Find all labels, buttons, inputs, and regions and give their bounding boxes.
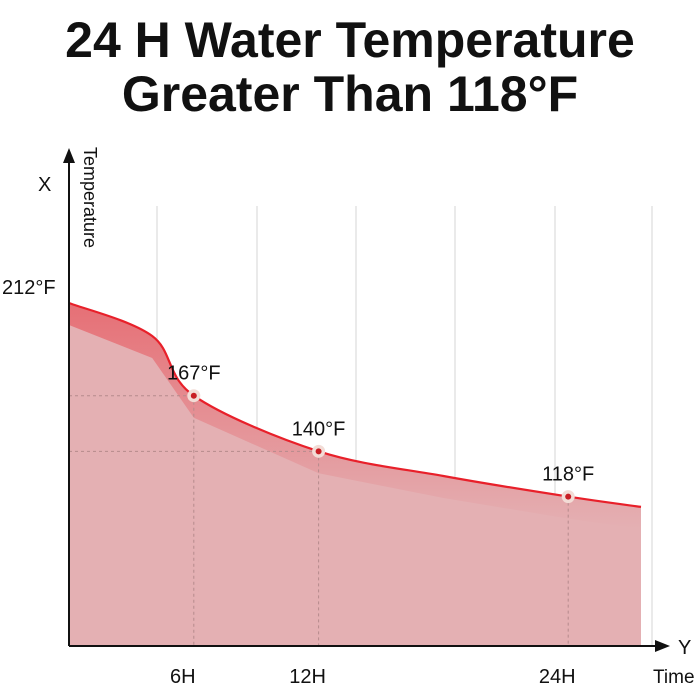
data-point-marker-inner [190, 392, 197, 399]
axes: X Temperature Y Time 212°F [2, 147, 695, 688]
x-axis-arrow-icon [655, 640, 670, 652]
x-tick-label: 12H [289, 666, 326, 688]
data-point-marker-inner [315, 448, 322, 455]
y-axis-arrow-icon [63, 148, 75, 163]
y-axis-label: Temperature [80, 147, 100, 248]
x-axis-letter: Y [678, 637, 691, 659]
y-axis-letter: X [38, 174, 51, 196]
chart-title-line-2: Greater Than 118°F [121, 66, 579, 122]
x-tick-label: 6H [170, 666, 196, 688]
chart-title-line-1: 24 H Water Temperature [65, 12, 635, 68]
data-point-value-label: 118°F [542, 464, 594, 486]
y-start-label: 212°F [2, 277, 56, 299]
x-tick-label: 24H [539, 666, 576, 688]
data-point-marker-inner [565, 493, 572, 500]
data-point-value-label: 140°F [292, 418, 346, 440]
data-points: 167°F 6H 140°F 12H 118°F 24H [167, 363, 594, 688]
data-point-value-label: 167°F [167, 363, 221, 385]
x-axis-label: Time [653, 667, 695, 688]
guide-lines [69, 395, 569, 646]
area-glow [69, 303, 641, 529]
